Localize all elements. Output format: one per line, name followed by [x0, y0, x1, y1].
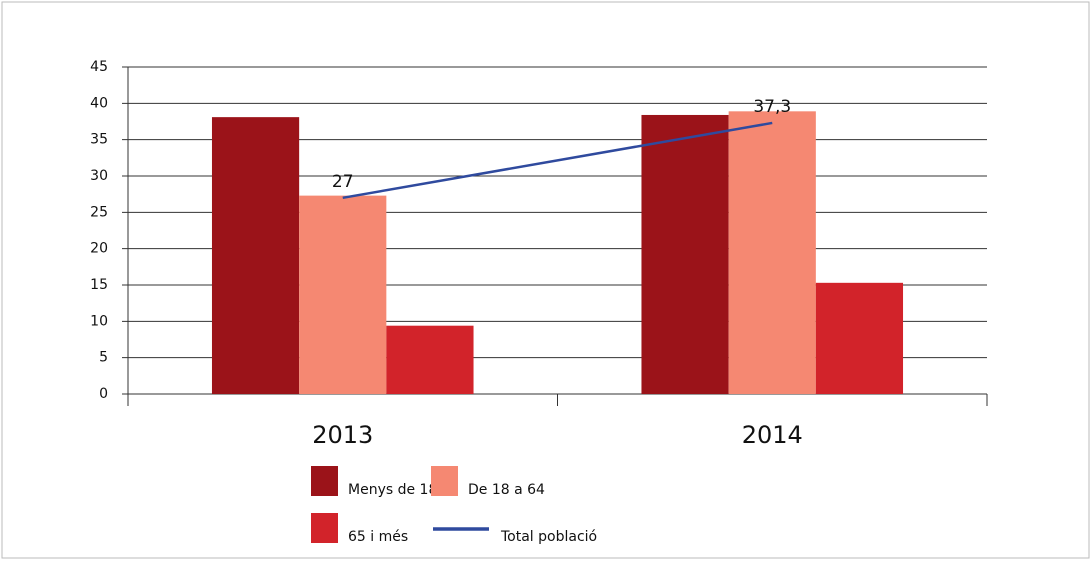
y-tick-label: 45 [90, 59, 108, 75]
y-tick-label: 10 [90, 313, 108, 329]
bar [386, 325, 474, 394]
legend-label: Menys de 18 [348, 482, 437, 498]
bar [299, 195, 387, 394]
x-tick-label: 2014 [742, 421, 803, 449]
bar [211, 117, 300, 394]
y-tick-label: 35 [90, 132, 108, 148]
y-tick-label: 30 [90, 168, 108, 184]
y-tick-label: 0 [99, 386, 108, 402]
bar [728, 111, 816, 395]
y-tick-label: 5 [99, 350, 108, 366]
data-label: 37,3 [753, 97, 791, 117]
line [342, 121, 773, 200]
bar [815, 282, 904, 394]
data-label: 27 [332, 172, 354, 192]
legend-label: Total població [500, 529, 597, 545]
legend-swatch [431, 466, 458, 496]
legend-label: 65 i més [348, 529, 408, 545]
legend-swatch [311, 513, 338, 543]
legend-swatch [311, 466, 338, 496]
y-tick-label: 15 [90, 277, 108, 293]
y-tick-label: 25 [90, 204, 108, 220]
legend-label: De 18 a 64 [468, 482, 545, 498]
y-tick-label: 40 [90, 95, 108, 111]
bar [641, 114, 729, 395]
y-tick-label: 20 [90, 241, 108, 257]
x-tick-label: 2013 [312, 421, 373, 449]
